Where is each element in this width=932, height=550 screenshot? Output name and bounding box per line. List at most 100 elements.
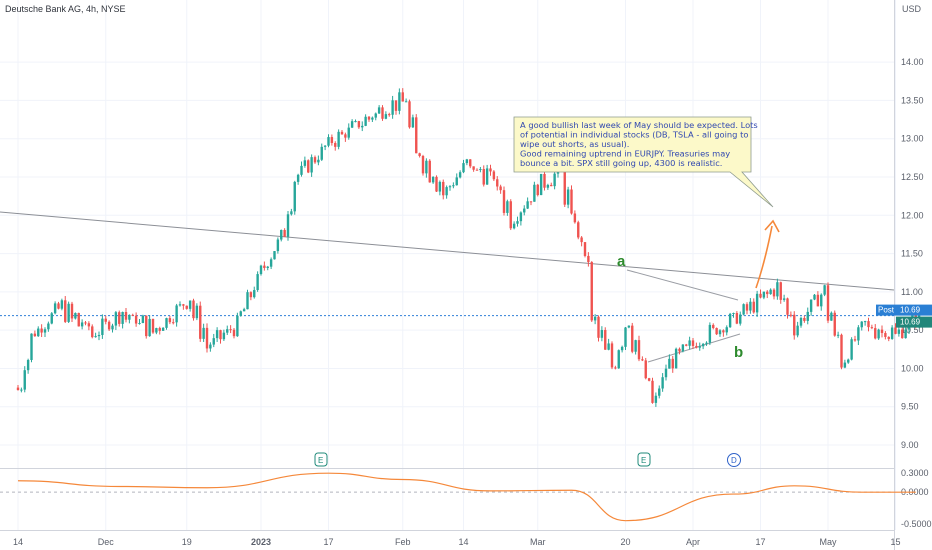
candle-body bbox=[860, 321, 863, 328]
candle-body bbox=[94, 336, 97, 338]
candle-body bbox=[614, 367, 617, 369]
candle-body bbox=[823, 285, 826, 295]
candle-body bbox=[104, 318, 107, 322]
candle-body bbox=[435, 176, 438, 192]
y-tick-label: 12.00 bbox=[901, 210, 924, 220]
candle-body bbox=[421, 156, 425, 174]
candle-body bbox=[722, 330, 725, 333]
candle-body bbox=[526, 201, 529, 209]
candle-body bbox=[641, 359, 644, 361]
candle-body bbox=[867, 321, 870, 328]
y-tick-label: 12.50 bbox=[901, 172, 924, 182]
candle-body bbox=[830, 312, 833, 321]
candle-body bbox=[205, 327, 209, 349]
candle-body bbox=[874, 328, 877, 339]
candle-body bbox=[539, 173, 543, 196]
candle-body bbox=[674, 348, 678, 369]
earnings-event-marker[interactable]: E bbox=[637, 452, 651, 467]
candle-body bbox=[820, 294, 823, 307]
candle-body bbox=[452, 185, 455, 187]
candle-body bbox=[884, 332, 887, 337]
x-tick-label: Dec bbox=[98, 537, 115, 547]
candlestick-series[interactable] bbox=[16, 88, 921, 407]
candle-body bbox=[836, 334, 840, 336]
forecast-arrow[interactable] bbox=[755, 219, 780, 289]
candle-body bbox=[334, 143, 337, 147]
candle-body bbox=[246, 292, 249, 310]
candle-body bbox=[67, 303, 70, 322]
candle-body bbox=[462, 163, 465, 173]
candle-body bbox=[253, 290, 256, 298]
candle-body bbox=[705, 342, 708, 344]
candle-body bbox=[124, 312, 128, 320]
candle-body bbox=[16, 387, 20, 391]
candle-body bbox=[671, 358, 674, 369]
candle-body bbox=[516, 221, 519, 224]
last-price-value: 10.69 bbox=[900, 318, 921, 327]
y-tick-label: 9.50 bbox=[901, 402, 919, 412]
candle-body bbox=[735, 313, 739, 324]
candle-body bbox=[283, 229, 286, 237]
y-tick-label: 14.00 bbox=[901, 57, 924, 67]
x-tick-label: 19 bbox=[182, 537, 192, 547]
candle-body bbox=[57, 303, 60, 309]
candle-body bbox=[53, 303, 57, 314]
candle-body bbox=[195, 305, 199, 319]
candle-body bbox=[242, 309, 246, 312]
candle-body bbox=[779, 282, 782, 300]
candle-body bbox=[685, 344, 688, 346]
resistance-trendline[interactable] bbox=[0, 211, 895, 291]
earnings-event-marker[interactable]: E bbox=[314, 452, 328, 467]
candle-body bbox=[259, 265, 263, 275]
time-axis[interactable]: 14Dec19202317Feb14Mar20Apr17May15Jun14 bbox=[13, 537, 932, 547]
candle-body bbox=[134, 315, 138, 324]
candle-body bbox=[344, 134, 347, 138]
x-tick-label: 20 bbox=[620, 537, 630, 547]
candle-body bbox=[327, 137, 330, 146]
candle-body bbox=[40, 328, 43, 333]
x-tick-label: 14 bbox=[458, 537, 468, 547]
y-tick-label: 10.00 bbox=[901, 363, 924, 373]
candle-body bbox=[401, 92, 404, 102]
oscillator-line[interactable] bbox=[17, 472, 916, 522]
candle-body bbox=[138, 323, 141, 325]
candle-body bbox=[118, 312, 121, 324]
triangle-lower-line[interactable] bbox=[647, 333, 741, 363]
candle-body bbox=[813, 294, 816, 300]
candle-body bbox=[249, 292, 253, 298]
candle-body bbox=[448, 186, 452, 188]
candle-body bbox=[772, 289, 776, 297]
last-price-badge: 10.69 bbox=[896, 316, 932, 328]
candle-body bbox=[475, 169, 479, 171]
candle-body bbox=[300, 165, 303, 175]
candle-body bbox=[826, 285, 830, 321]
candle-body bbox=[77, 313, 80, 327]
candle-body bbox=[202, 327, 205, 339]
candle-body bbox=[276, 239, 280, 252]
price-axis[interactable]: 9.00 9.50 10.00 10.50 11.00 11.50 12.00 12.50 13… bbox=[901, 57, 924, 450]
candle-body bbox=[786, 298, 789, 315]
y-tick-label: 10.50 bbox=[901, 325, 924, 335]
candle-body bbox=[317, 159, 320, 163]
candle-body bbox=[354, 121, 357, 123]
candle-body bbox=[192, 300, 195, 319]
candle-body bbox=[725, 327, 728, 333]
candle-body bbox=[698, 346, 701, 348]
candle-body bbox=[37, 328, 40, 337]
candle-body bbox=[185, 305, 188, 309]
x-tick-label: 14 bbox=[13, 537, 23, 547]
candle-body bbox=[766, 291, 769, 295]
candle-body bbox=[381, 107, 384, 119]
annotation-callout[interactable]: A good bullish last week of May should b… bbox=[513, 116, 774, 208]
candle-body bbox=[394, 100, 398, 111]
dividend-event-marker[interactable]: D bbox=[727, 453, 741, 467]
candle-body bbox=[911, 313, 914, 321]
candle-body bbox=[570, 189, 573, 214]
candle-body bbox=[796, 325, 799, 336]
candle-body bbox=[850, 339, 853, 360]
triangle-upper-line[interactable] bbox=[626, 269, 739, 301]
post-badge-value: 10.69 bbox=[900, 306, 921, 315]
candle-body bbox=[803, 317, 806, 321]
candle-body bbox=[141, 315, 145, 324]
